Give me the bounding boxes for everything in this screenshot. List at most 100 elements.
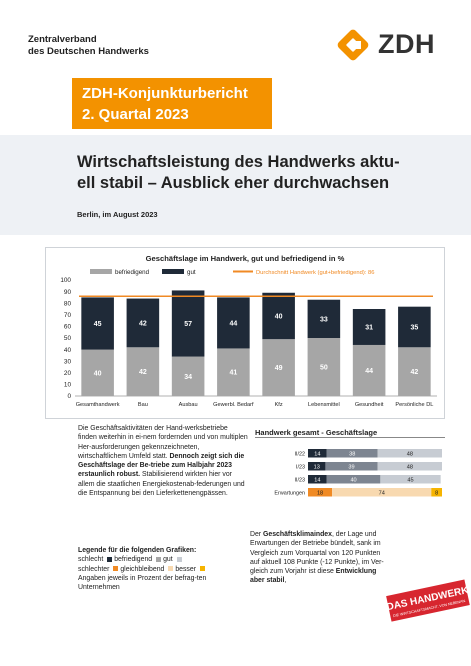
intro-text-2: Stabilisierend wirkten hier vor allem di… <box>78 471 245 498</box>
y-tick-label: 60 <box>64 324 72 331</box>
bar-value-label: 49 <box>275 365 283 372</box>
y-tick-label: 0 <box>67 393 71 400</box>
bar-value-label: 31 <box>365 324 373 331</box>
bar-segment <box>377 449 442 458</box>
row-label: Erwartungen <box>274 491 305 497</box>
bar-befriedigend <box>352 344 386 396</box>
bar-befriedigend <box>398 347 431 396</box>
bar-segment <box>325 462 378 471</box>
bar-gut <box>262 292 295 340</box>
row-label: II/22 <box>295 452 306 458</box>
legend-label-gleichbleibend: gleichbleibend <box>120 565 165 573</box>
bar-value-label: 50 <box>320 365 328 372</box>
bar-befriedigend <box>307 338 341 396</box>
bar-value-label: 57 <box>184 321 192 328</box>
intro-text-bold: Dennoch zeigt sich die Geschäftslage der… <box>78 452 245 479</box>
chart-title: Geschäftslage im Handwerk, gut und befri… <box>146 254 345 263</box>
segment-value-label: 40 <box>350 478 356 484</box>
legend-swatch-gut <box>162 269 184 274</box>
legend-swatch-light <box>176 556 182 562</box>
x-category-label: Gesundheit <box>355 402 384 408</box>
y-tick-label: 70 <box>64 312 72 319</box>
bar-segment <box>326 475 381 484</box>
legend-note: Angaben jeweils in Prozent der befrag-te… <box>78 574 207 592</box>
bar-segment <box>308 449 327 458</box>
bar-segment <box>380 475 441 484</box>
segment-value-label: 8 <box>435 491 438 497</box>
bar-gut <box>81 297 114 350</box>
x-category-label: Persönliche DL <box>395 402 433 408</box>
climate-text-2: , der Lage und Erwartungen der Betriebe … <box>250 531 384 576</box>
segment-value-label: 39 <box>348 465 354 471</box>
legend-row-2: schlechter gleichbleibend besser <box>78 565 248 574</box>
climate-text-bold-1: Geschäftsklimaindex <box>263 531 332 538</box>
intro-paragraph: Die Geschäftsaktivitäten der Hand-werksb… <box>78 424 248 498</box>
climate-text-3: , <box>284 577 287 585</box>
organization-name: Zentralverband des Deutschen Handwerks <box>28 34 149 57</box>
legend-label-gut: gut <box>187 269 196 276</box>
legend-swatch-grey <box>156 556 162 562</box>
bar-segment <box>308 462 326 471</box>
bar-befriedigend <box>171 356 205 396</box>
bar-gut <box>126 298 160 348</box>
bar-befriedigend <box>81 349 114 396</box>
legend-label-reference: Durchschnitt Handwerk (gut+befriedigend)… <box>256 270 374 276</box>
bar-segment <box>431 488 442 497</box>
legend-label-befriedigend: befriedigend <box>115 269 150 276</box>
legend-label-befriedigend: befriedigend <box>114 556 153 564</box>
y-tick-label: 100 <box>60 277 71 284</box>
bar-value-label: 34 <box>184 374 192 381</box>
x-category-label: Ausbau <box>179 402 198 408</box>
legend-title: Legende für die folgenden Grafiken: <box>78 547 197 554</box>
bar-segment <box>308 475 327 484</box>
row-label: II/23 <box>295 478 306 484</box>
segment-value-label: 18 <box>317 491 323 497</box>
zdh-logo-text: ZDH <box>378 29 435 59</box>
climate-paragraph: Der Geschäftsklimaindex, der Lage und Er… <box>250 530 385 586</box>
legend-row-1: schlecht befriedigend gut <box>78 555 248 564</box>
banner-subtitle: 2. Quartal 2023 <box>82 106 189 123</box>
bar-gut <box>352 309 386 345</box>
bar-gut <box>307 299 341 338</box>
x-category-label: Bau <box>138 402 148 408</box>
legend-label-schlecht: schlecht <box>78 556 104 564</box>
legend-swatch-befriedigend <box>90 269 112 274</box>
legend-swatch-yellow <box>199 566 205 572</box>
bar-segment <box>308 488 333 497</box>
title-band <box>0 135 471 235</box>
small-chart-title: Handwerk gesamt - Geschäftslage <box>255 428 378 437</box>
legend-swatch-orange <box>113 566 119 572</box>
segment-value-label: 74 <box>379 491 385 497</box>
row-label: I/23 <box>296 465 305 471</box>
y-tick-label: 50 <box>64 335 72 342</box>
y-tick-label: 10 <box>64 382 72 389</box>
bar-value-label: 42 <box>410 369 418 376</box>
bar-gut <box>398 306 431 348</box>
segment-value-label: 14 <box>314 478 320 484</box>
y-tick-label: 40 <box>64 347 72 354</box>
x-category-label: Kfz <box>275 402 283 408</box>
segment-value-label: 38 <box>349 452 355 458</box>
bar-value-label: 35 <box>410 324 418 331</box>
segment-value-label: 14 <box>314 452 320 458</box>
segment-value-label: 48 <box>407 465 413 471</box>
bar-segment <box>326 449 378 458</box>
document-date: Berlin, im August 2023 <box>77 210 158 219</box>
bar-value-label: 45 <box>94 321 102 328</box>
y-tick-label: 20 <box>64 370 72 377</box>
x-category-label: Gewerbl. Bedarf <box>213 402 254 408</box>
bar-gut <box>217 297 250 349</box>
legend-swatch-beige <box>168 566 174 572</box>
legend-swatch-dark <box>107 556 113 562</box>
legend-block: Legende für die folgenden Grafiken: schl… <box>78 546 248 592</box>
x-category-label: Gesamthandwerk <box>76 402 120 408</box>
bar-befriedigend <box>126 347 160 396</box>
das-handwerk-stamp-icon: DAS HANDWERK DIE WIRTSCHAFTSMACHT. VON N… <box>386 579 470 622</box>
legend-label-gut: gut <box>163 556 173 564</box>
bar-value-label: 44 <box>365 368 373 375</box>
x-category-label: Lebensmittel <box>308 402 340 408</box>
y-tick-label: 30 <box>64 358 72 365</box>
segment-value-label: 48 <box>407 452 413 458</box>
bar-value-label: 44 <box>229 320 237 327</box>
small-chart-rule <box>255 437 445 438</box>
